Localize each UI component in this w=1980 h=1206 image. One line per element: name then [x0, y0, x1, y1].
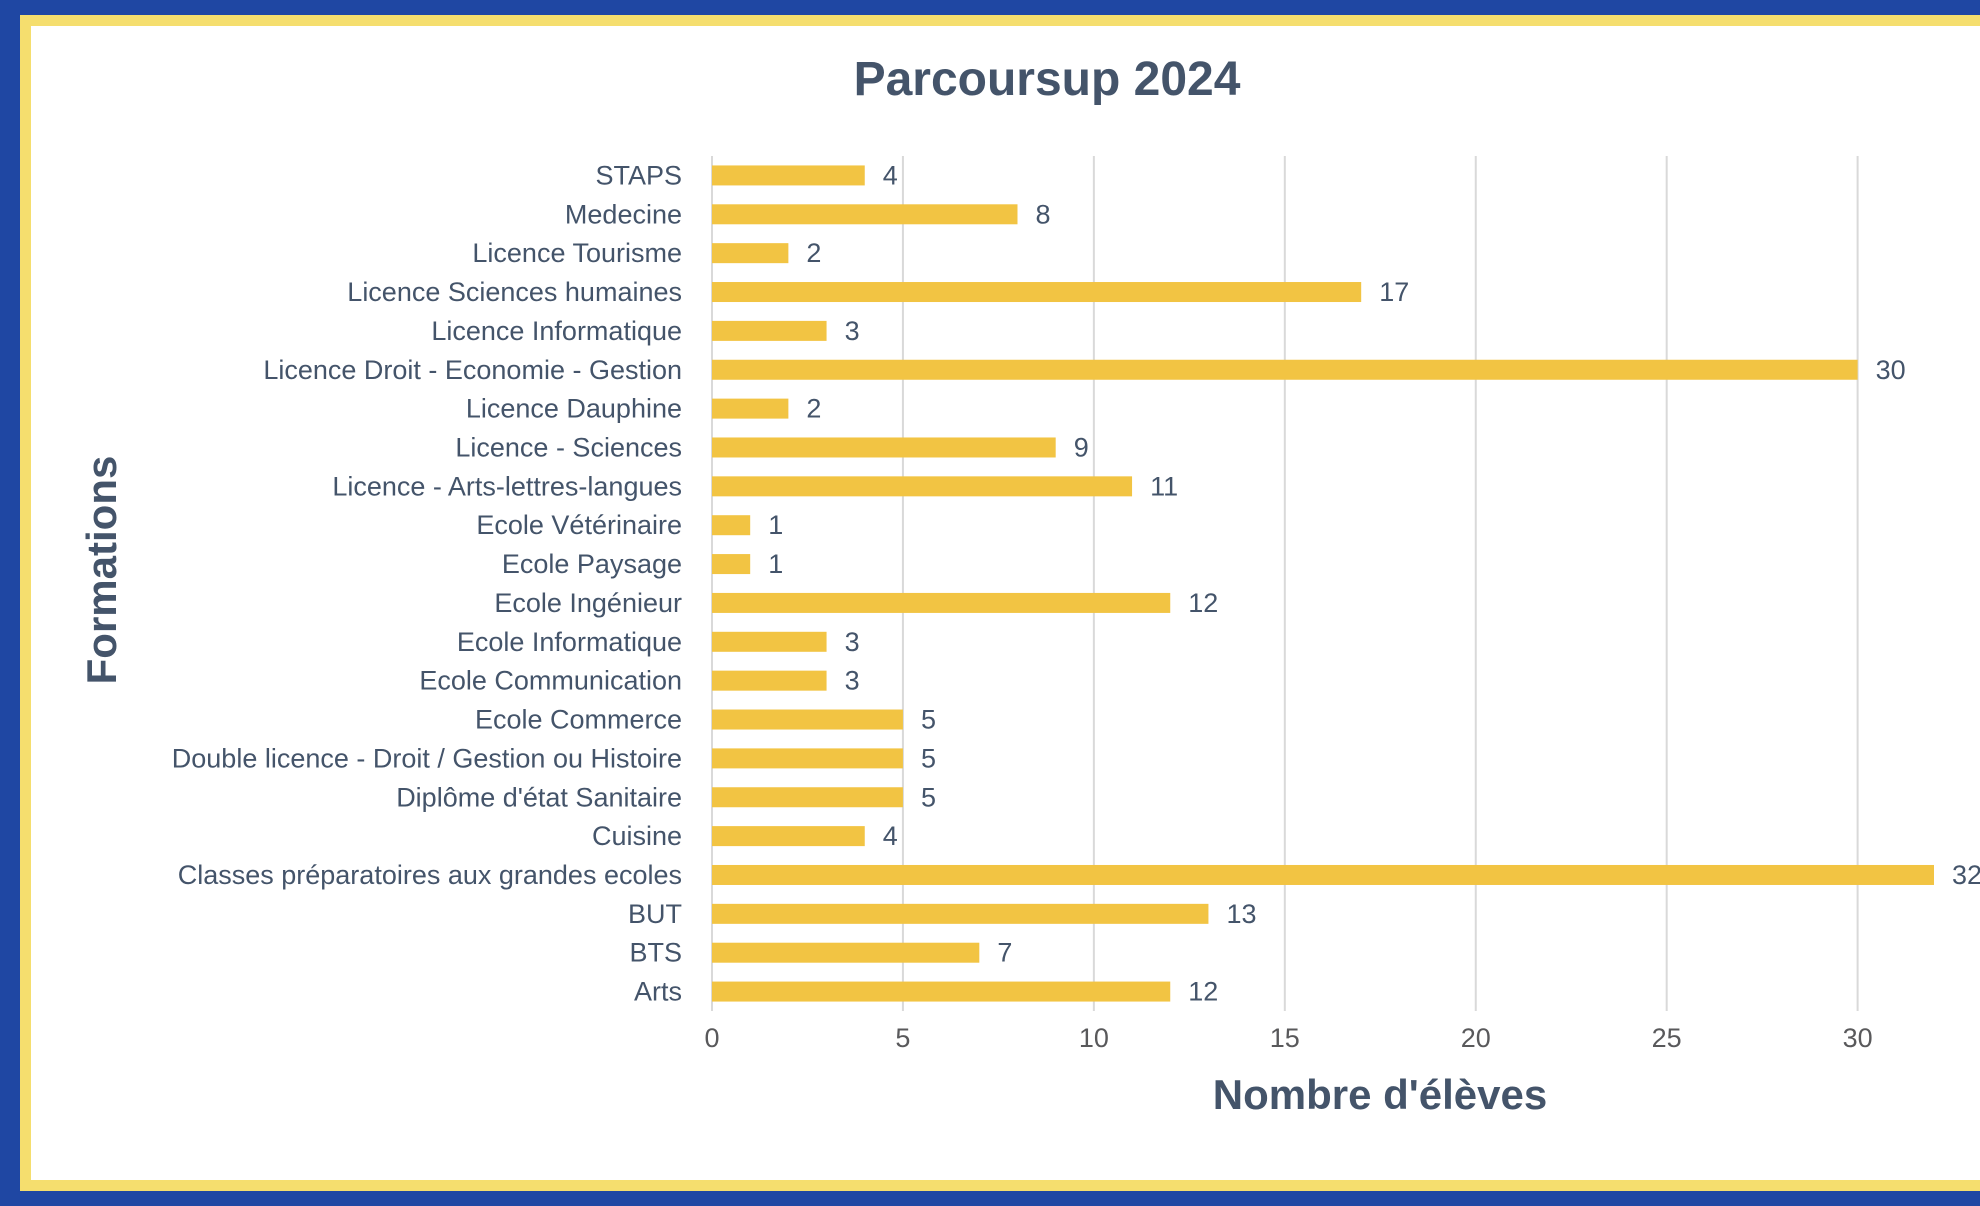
- category-label: Licence Tourisme: [472, 238, 682, 268]
- data-label: 12: [1188, 588, 1218, 618]
- category-label: Ecole Commerce: [475, 705, 682, 735]
- category-label: Arts: [634, 977, 682, 1007]
- category-label: Ecole Informatique: [457, 627, 682, 657]
- bar: [712, 826, 865, 847]
- x-tick-label: 15: [1270, 1023, 1300, 1053]
- data-label: 3: [845, 316, 860, 346]
- data-label: 3: [845, 627, 860, 657]
- bar: [712, 709, 903, 730]
- category-label: Licence - Arts-lettres-langues: [332, 471, 682, 501]
- bar: [712, 476, 1133, 497]
- bar: [712, 282, 1362, 303]
- data-label: 4: [883, 160, 898, 190]
- bars: [712, 165, 1934, 1002]
- bar: [712, 942, 980, 963]
- category-label: Licence Dauphine: [466, 394, 682, 424]
- category-label: Licence Sciences humaines: [347, 277, 682, 307]
- category-label: Medecine: [565, 199, 682, 229]
- bar: [712, 864, 1934, 885]
- chart-title: Parcoursup 2024: [854, 53, 1241, 106]
- category-label: Licence Droit - Economie - Gestion: [263, 355, 682, 385]
- x-tick-label: 20: [1461, 1023, 1491, 1053]
- category-label: Double licence - Droit / Gestion ou Hist…: [172, 743, 682, 773]
- category-label: Ecole Communication: [419, 666, 682, 696]
- data-label: 5: [921, 743, 936, 773]
- data-label: 11: [1150, 471, 1178, 501]
- bar: [712, 592, 1171, 613]
- data-label: 1: [768, 510, 783, 540]
- bar: [712, 204, 1018, 225]
- data-label: 5: [921, 782, 936, 812]
- data-label: 12: [1188, 977, 1218, 1007]
- bar: [712, 787, 903, 808]
- category-label: STAPS: [595, 160, 682, 190]
- data-label: 30: [1876, 355, 1906, 385]
- x-tick-label: 5: [895, 1023, 910, 1053]
- bar: [712, 748, 903, 769]
- bar: [712, 165, 865, 186]
- category-label: Licence Informatique: [431, 316, 682, 346]
- data-label: 3: [845, 666, 860, 696]
- x-tick-label: 30: [1843, 1023, 1873, 1053]
- x-axis-title: Nombre d'élèves: [1213, 1071, 1547, 1118]
- bar: [712, 243, 789, 264]
- bar: [712, 398, 789, 419]
- data-label: 2: [806, 394, 821, 424]
- bar: [712, 981, 1171, 1002]
- y-axis-title: Formations: [78, 456, 125, 685]
- data-label: 32: [1952, 860, 1980, 890]
- category-label: Ecole Paysage: [502, 549, 682, 579]
- data-label: 2: [806, 238, 821, 268]
- data-label: 17: [1379, 277, 1409, 307]
- category-label: BTS: [629, 938, 682, 968]
- x-tick-label: 25: [1652, 1023, 1682, 1053]
- data-label: 13: [1226, 899, 1256, 929]
- data-label: 1: [768, 549, 783, 579]
- category-label: Ecole Ingénieur: [494, 588, 682, 618]
- data-label: 7: [997, 938, 1012, 968]
- data-label: 4: [883, 821, 898, 851]
- bar: [712, 670, 827, 691]
- chart-panel: 0 5 10 15 20 25 30 STAPS 4 Medecine 8 Licence Touri…: [31, 26, 1980, 1180]
- x-tick-label: 0: [704, 1023, 719, 1053]
- x-tick-label: 10: [1079, 1023, 1109, 1053]
- bar: [712, 320, 827, 341]
- bar: [712, 554, 751, 575]
- category-label: BUT: [628, 899, 682, 929]
- bar: [712, 359, 1858, 380]
- bar: [712, 903, 1209, 924]
- bar: [712, 437, 1056, 458]
- category-label: Ecole Vétérinaire: [476, 510, 682, 540]
- category-label: Classes préparatoires aux grandes ecoles: [178, 860, 682, 890]
- bar: [712, 515, 751, 536]
- data-label: 8: [1036, 199, 1051, 229]
- category-label: Licence - Sciences: [455, 432, 682, 462]
- category-label: Cuisine: [592, 821, 682, 851]
- data-label: 9: [1074, 432, 1089, 462]
- bar: [712, 631, 827, 652]
- category-label: Diplôme d'état Sanitaire: [396, 782, 682, 812]
- data-label: 5: [921, 705, 936, 735]
